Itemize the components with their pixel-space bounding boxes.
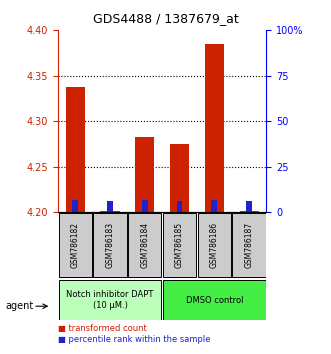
Bar <box>101 211 119 212</box>
Text: GSM786184: GSM786184 <box>140 222 149 268</box>
Bar <box>232 213 266 277</box>
Bar <box>142 200 148 212</box>
Text: agent: agent <box>5 301 33 311</box>
Bar <box>198 213 231 277</box>
Bar <box>246 201 252 212</box>
Bar <box>128 213 162 277</box>
Text: GSM786186: GSM786186 <box>210 222 219 268</box>
Text: DMSO control: DMSO control <box>186 296 243 304</box>
Bar <box>177 201 182 212</box>
Bar <box>59 280 162 320</box>
Bar <box>240 211 259 212</box>
Bar <box>170 144 189 212</box>
Text: GDS4488 / 1387679_at: GDS4488 / 1387679_at <box>93 12 238 25</box>
Bar <box>107 201 113 212</box>
Bar <box>72 200 78 212</box>
Text: ■ transformed count: ■ transformed count <box>58 324 147 333</box>
Bar <box>205 44 224 212</box>
Bar <box>163 280 266 320</box>
Text: Notch inhibitor DAPT
(10 μM.): Notch inhibitor DAPT (10 μM.) <box>67 290 154 310</box>
Bar <box>135 137 154 212</box>
Text: GSM786182: GSM786182 <box>71 222 80 268</box>
Bar <box>93 213 127 277</box>
Bar <box>212 200 217 212</box>
Text: GSM786187: GSM786187 <box>245 222 254 268</box>
Bar <box>163 213 196 277</box>
Bar <box>66 87 85 212</box>
Text: GSM786183: GSM786183 <box>106 222 115 268</box>
Text: ■ percentile rank within the sample: ■ percentile rank within the sample <box>58 335 211 344</box>
Bar <box>59 213 92 277</box>
Text: GSM786185: GSM786185 <box>175 222 184 268</box>
